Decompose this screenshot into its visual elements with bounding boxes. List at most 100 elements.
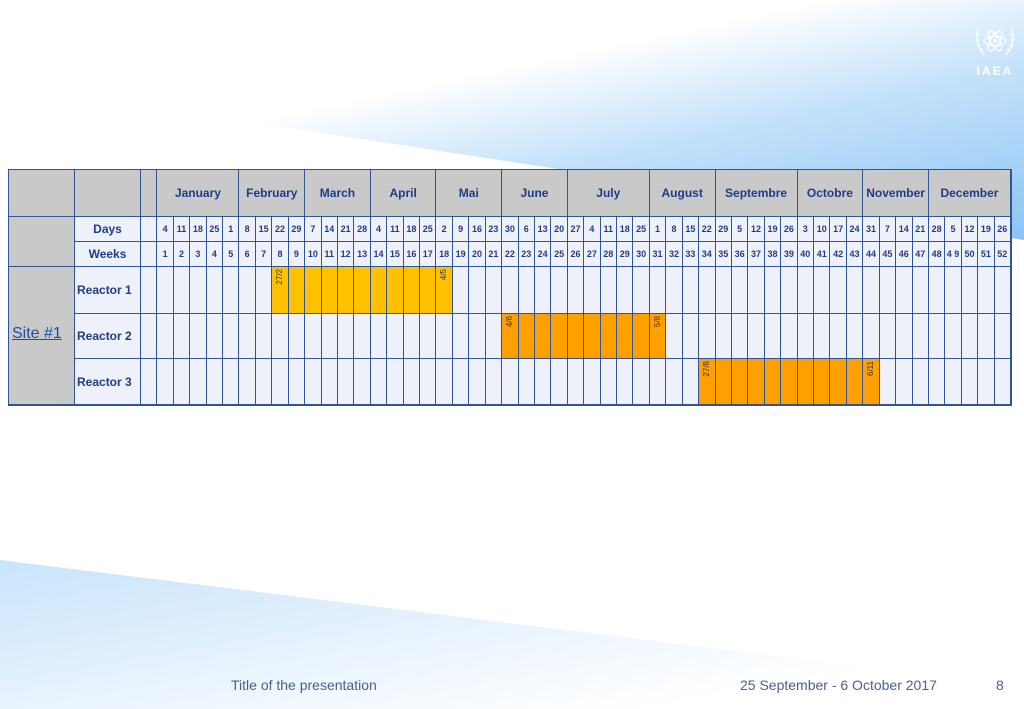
schedule-cell <box>649 267 667 314</box>
schedule-cell <box>173 314 191 359</box>
day-cell: 11 <box>173 217 191 242</box>
week-cell: 13 <box>354 242 371 267</box>
week-cell: 23 <box>518 242 535 267</box>
week-cell: 33 <box>682 242 700 267</box>
schedule-cell <box>649 359 667 405</box>
reactor-label: Reactor 2 <box>75 314 141 359</box>
schedule-cell <box>600 267 618 314</box>
schedule-cell <box>814 314 831 359</box>
schedule-cell <box>436 359 453 405</box>
schedule-cell <box>928 314 946 359</box>
schedule-cell <box>764 314 782 359</box>
schedule-cell <box>485 359 503 405</box>
day-cell: 1 <box>223 217 240 242</box>
month-header: Mai <box>436 170 503 217</box>
schedule-cell <box>518 359 535 405</box>
outage-end-date: 6/11 <box>866 361 876 376</box>
day-cell: 15 <box>255 217 273 242</box>
day-cell: 7 <box>305 217 322 242</box>
reactor-label: Reactor 3 <box>75 359 141 405</box>
week-cell: 10 <box>305 242 322 267</box>
schedule-cell <box>485 267 503 314</box>
week-cell: 28 <box>600 242 618 267</box>
day-cell: 5 <box>945 217 962 242</box>
week-cell: 4 9 <box>945 242 962 267</box>
outage-start-date: 27/2 <box>275 269 285 285</box>
outage-bar-cell: 27/2 <box>272 267 289 314</box>
schedule-cell <box>337 359 355 405</box>
corner-cell <box>75 170 141 217</box>
day-cell: 18 <box>190 217 207 242</box>
week-cell: 19 <box>452 242 470 267</box>
schedule-cell <box>978 359 995 405</box>
outage-bar-cell: 4/6 <box>502 314 519 359</box>
schedule-cell <box>288 314 306 359</box>
month-header: Septembre <box>715 170 798 217</box>
day-cell: 11 <box>387 217 404 242</box>
schedule-cell <box>617 359 634 405</box>
day-cell: 26 <box>994 217 1011 242</box>
outage-end-date: 4/5 <box>439 269 449 281</box>
day-cell: 1 <box>649 217 667 242</box>
month-header: November <box>863 170 929 217</box>
outage-end-date: 5/8 <box>652 316 662 328</box>
day-cell: 8 <box>239 217 256 242</box>
schedule-cell <box>682 267 700 314</box>
outage-start-date: 27/8 <box>702 361 712 377</box>
day-cell: 29 <box>288 217 306 242</box>
schedule-cell <box>699 267 716 314</box>
day-cell: 4 <box>584 217 601 242</box>
day-cell: 2 <box>436 217 453 242</box>
footer-date: 25 September - 6 October 2017 <box>740 677 937 693</box>
outage-bar-cell <box>748 359 765 405</box>
day-cell: 18 <box>617 217 634 242</box>
week-cell: 7 <box>255 242 273 267</box>
week-cell: 2 <box>173 242 191 267</box>
outage-bar-cell <box>617 314 634 359</box>
day-cell: 21 <box>912 217 929 242</box>
day-cell: 28 <box>928 217 946 242</box>
schedule-cell <box>863 314 880 359</box>
schedule-cell <box>961 359 979 405</box>
schedule-cell <box>223 267 240 314</box>
site-label[interactable]: Site #1 <box>12 325 62 342</box>
corner-cell <box>9 170 75 217</box>
atom-laurel-icon <box>976 27 1014 56</box>
outage-bar-cell <box>518 314 535 359</box>
schedule-cell <box>173 267 191 314</box>
schedule-cell <box>781 314 798 359</box>
week-cell: 27 <box>584 242 601 267</box>
schedule-cell <box>567 359 585 405</box>
schedule-cell <box>190 267 207 314</box>
blank-cell <box>141 314 158 359</box>
schedule-cell <box>731 314 749 359</box>
page-number: 8 <box>996 677 1004 693</box>
day-cell: 12 <box>748 217 765 242</box>
footer-title: Title of the presentation <box>231 677 377 693</box>
schedule-cell <box>879 359 897 405</box>
schedule-cell <box>666 314 683 359</box>
schedule-cell <box>830 314 847 359</box>
week-cell: 45 <box>879 242 897 267</box>
schedule-cell <box>978 267 995 314</box>
week-cell: 51 <box>978 242 995 267</box>
day-cell: 20 <box>551 217 568 242</box>
schedule-cell <box>666 267 683 314</box>
outage-bar-cell <box>814 359 831 405</box>
schedule-cell <box>354 314 371 359</box>
schedule-cell <box>764 267 782 314</box>
day-cell: 26 <box>781 217 798 242</box>
week-cell: 11 <box>321 242 338 267</box>
week-cell: 46 <box>896 242 913 267</box>
outage-bar-cell <box>337 267 355 314</box>
week-cell: 17 <box>420 242 437 267</box>
schedule-cell <box>337 314 355 359</box>
outage-bar-cell <box>534 314 552 359</box>
outage-bar-cell <box>781 359 798 405</box>
week-cell: 1 <box>157 242 174 267</box>
week-cell: 29 <box>617 242 634 267</box>
schedule-cell <box>994 359 1011 405</box>
schedule-cell <box>255 267 273 314</box>
schedule-cell <box>879 267 897 314</box>
schedule-cell <box>288 359 306 405</box>
